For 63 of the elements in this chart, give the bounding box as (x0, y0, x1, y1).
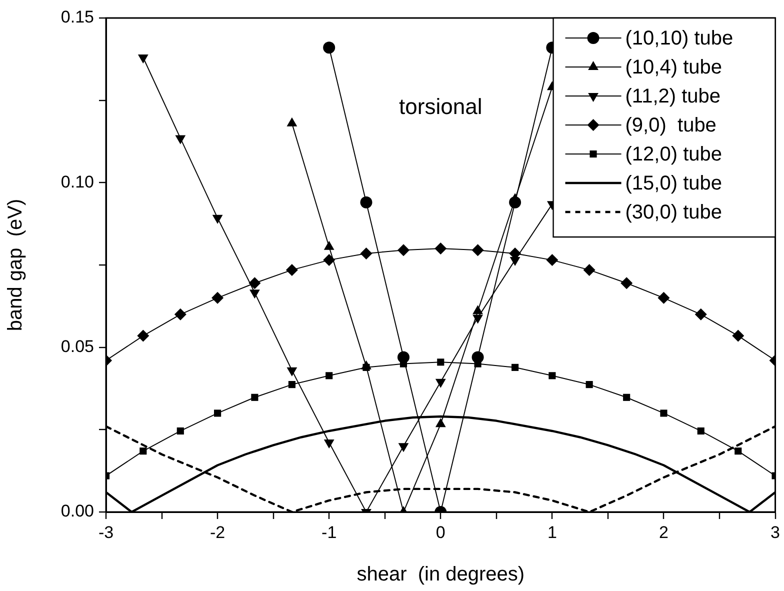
point (694, 308, 707, 320)
legend-label: (12,0) tube (625, 144, 722, 166)
y-tick-label: 0.10 (60, 172, 94, 192)
x-tick-label: -3 (98, 522, 114, 542)
x-tick-label: -1 (322, 522, 337, 542)
point (434, 242, 447, 255)
y-axis-title: band gap (eV) (4, 198, 27, 332)
legend-label: (30,0) tube (625, 202, 722, 224)
point (323, 254, 336, 266)
point (734, 448, 742, 455)
point (326, 372, 333, 380)
point (286, 264, 298, 276)
point (212, 292, 224, 304)
point (546, 254, 558, 266)
point (435, 378, 446, 388)
point (324, 240, 334, 250)
legend-label: (15,0) tube (625, 172, 722, 195)
point (697, 427, 704, 435)
point (472, 244, 484, 256)
point (732, 330, 744, 342)
y-tick-label: 0.00 (60, 502, 94, 521)
point (248, 277, 261, 290)
x-tick-label: 3 (770, 522, 780, 542)
point (548, 372, 556, 380)
legend-label: (10,4) tube (625, 56, 722, 79)
legend-label: (9,0) tube (625, 114, 716, 137)
legend-label: (10,10) tube (625, 28, 734, 50)
y-tick-label: 0.05 (60, 337, 94, 356)
point (214, 410, 222, 417)
point (251, 394, 258, 401)
point (140, 448, 147, 455)
point (288, 381, 296, 388)
point (360, 196, 372, 208)
point (512, 364, 519, 371)
point (286, 117, 298, 126)
point (174, 308, 186, 320)
x-tick-label: 0 (436, 522, 446, 542)
point (437, 358, 444, 366)
x-axis-title: shear (in degrees) (356, 564, 525, 586)
point (586, 381, 593, 388)
point (323, 42, 336, 54)
point (660, 410, 668, 417)
point (583, 264, 596, 276)
x-tick-label: 2 (658, 522, 668, 542)
point (472, 351, 484, 364)
point (398, 443, 409, 452)
point (286, 367, 298, 376)
point (397, 244, 410, 256)
point (137, 330, 150, 342)
point (435, 418, 446, 428)
point (509, 196, 522, 208)
point (658, 292, 670, 304)
point (472, 305, 483, 314)
annotation: torsional (399, 94, 482, 120)
x-tick-label: 1 (547, 522, 557, 542)
legend-label: (11,2) tube (625, 86, 721, 108)
point (620, 277, 633, 290)
y-tick-label: 0.15 (60, 8, 94, 27)
point (623, 394, 630, 401)
point (176, 427, 184, 435)
point (397, 351, 410, 364)
x-tick-label: -2 (210, 522, 226, 542)
point (360, 247, 372, 260)
